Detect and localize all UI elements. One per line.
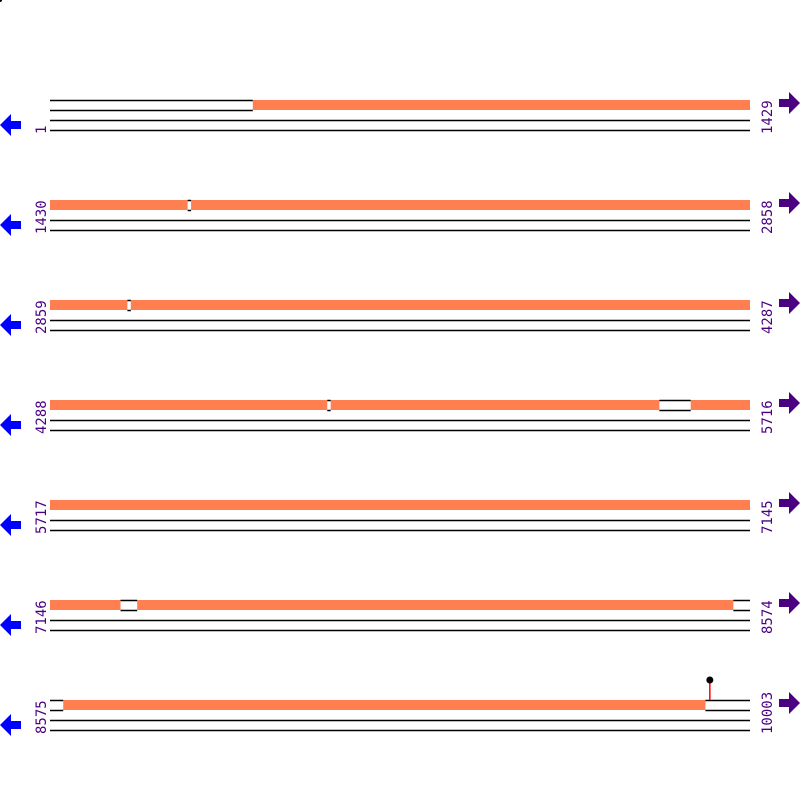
row-end-label: 8574 [760,600,776,634]
row-end-label: 5716 [760,400,776,434]
arrow-left-icon[interactable] [0,314,21,336]
track-row: 5717 7145 [0,492,800,536]
coverage-bar [50,400,328,410]
coverage-bar [50,500,750,510]
arrow-right-icon[interactable] [779,592,800,614]
coverage-bar [50,300,128,310]
corner-dot [0,0,2,2]
arrow-left-icon[interactable] [0,114,21,136]
marker-head[interactable] [706,676,714,684]
coverage-bar [63,700,706,710]
row-start-label: 5717 [34,500,50,534]
coverage-bar [50,200,188,210]
arrow-right-icon[interactable] [779,92,800,114]
coverage-bar [690,400,750,410]
track-row: 7146 8574 [0,592,800,636]
arrow-left-icon[interactable] [0,714,21,736]
row-start-label: 4288 [34,400,50,434]
row-start-label: 2859 [34,300,50,334]
row-start-label: 1430 [34,200,50,234]
arrow-right-icon[interactable] [779,692,800,714]
row-end-label: 10003 [760,692,776,734]
row-start-label: 7146 [34,600,50,634]
row-end-label: 1429 [760,100,776,134]
row-start-label: 1 [34,126,50,134]
arrow-right-icon[interactable] [779,192,800,214]
track-row: 1 1429 [0,92,800,136]
track-row: 2859 4287 [0,292,800,336]
arrow-left-icon[interactable] [0,614,21,636]
track-row: 8575 10003 [0,676,800,736]
coverage-bar [137,600,734,610]
arrow-left-icon[interactable] [0,214,21,236]
coverage-bar [330,400,660,410]
coverage-bar [252,100,750,110]
row-end-label: 2858 [760,200,776,234]
arrow-left-icon[interactable] [0,514,21,536]
arrow-right-icon[interactable] [779,392,800,414]
row-end-label: 7145 [760,500,776,534]
track-row: 1430 2858 [0,192,800,236]
arrow-right-icon[interactable] [779,292,800,314]
row-end-label: 4287 [760,300,776,334]
arrow-left-icon[interactable] [0,414,21,436]
coverage-bar [50,600,121,610]
track-row: 4288 5716 [0,392,800,436]
coverage-bar [191,200,750,210]
coverage-bar [130,300,750,310]
row-start-label: 8575 [34,700,50,734]
arrow-right-icon[interactable] [779,492,800,514]
